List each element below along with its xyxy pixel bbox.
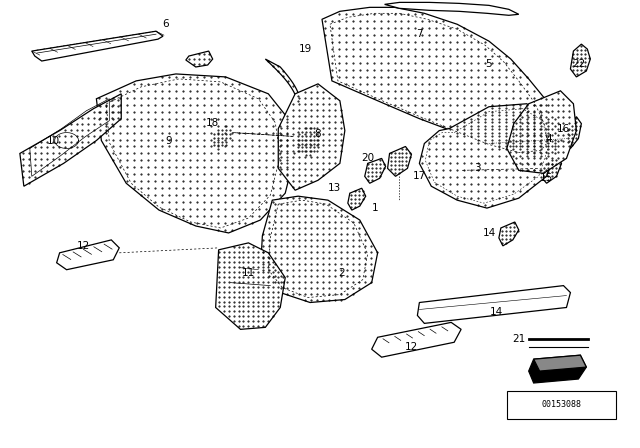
Polygon shape — [534, 355, 586, 371]
Text: 12: 12 — [77, 241, 90, 251]
Polygon shape — [278, 84, 345, 190]
Polygon shape — [57, 240, 119, 270]
Text: 14: 14 — [483, 228, 495, 238]
Polygon shape — [541, 156, 561, 183]
Polygon shape — [372, 323, 461, 357]
Polygon shape — [186, 51, 212, 67]
Polygon shape — [211, 124, 232, 152]
Polygon shape — [216, 243, 285, 329]
Text: 15: 15 — [540, 173, 553, 183]
Polygon shape — [507, 91, 577, 173]
Polygon shape — [295, 124, 320, 159]
Text: 5: 5 — [486, 59, 492, 69]
Text: 10: 10 — [47, 136, 60, 146]
Polygon shape — [348, 188, 365, 210]
Bar — [507, 391, 616, 419]
Text: 19: 19 — [298, 44, 312, 54]
Text: 2: 2 — [339, 268, 345, 278]
Polygon shape — [20, 94, 121, 186]
Polygon shape — [322, 7, 563, 156]
Polygon shape — [388, 146, 412, 177]
Polygon shape — [32, 31, 163, 61]
Polygon shape — [499, 222, 519, 246]
Polygon shape — [260, 196, 378, 302]
Text: 4: 4 — [545, 134, 552, 143]
Text: 00153088: 00153088 — [541, 401, 582, 409]
Polygon shape — [570, 44, 590, 77]
Text: 6: 6 — [163, 19, 169, 29]
Text: 17: 17 — [413, 171, 426, 181]
Polygon shape — [566, 116, 581, 148]
Text: 16: 16 — [557, 124, 570, 134]
Polygon shape — [365, 159, 385, 183]
Text: 11: 11 — [242, 268, 255, 278]
Text: 21: 21 — [512, 334, 525, 344]
Text: 13: 13 — [328, 183, 342, 193]
Text: 1: 1 — [371, 203, 378, 213]
Polygon shape — [385, 2, 519, 15]
Text: 18: 18 — [206, 118, 220, 128]
Polygon shape — [417, 286, 570, 323]
Text: 22: 22 — [572, 59, 585, 69]
Text: 12: 12 — [405, 342, 418, 352]
Polygon shape — [97, 74, 295, 233]
Text: 3: 3 — [474, 164, 481, 173]
Text: 14: 14 — [490, 307, 504, 318]
Text: 8: 8 — [315, 129, 321, 138]
Text: 7: 7 — [416, 29, 422, 39]
Polygon shape — [529, 355, 586, 383]
Polygon shape — [419, 104, 557, 208]
Polygon shape — [266, 59, 301, 119]
Text: 20: 20 — [361, 153, 374, 164]
Text: 9: 9 — [166, 136, 172, 146]
